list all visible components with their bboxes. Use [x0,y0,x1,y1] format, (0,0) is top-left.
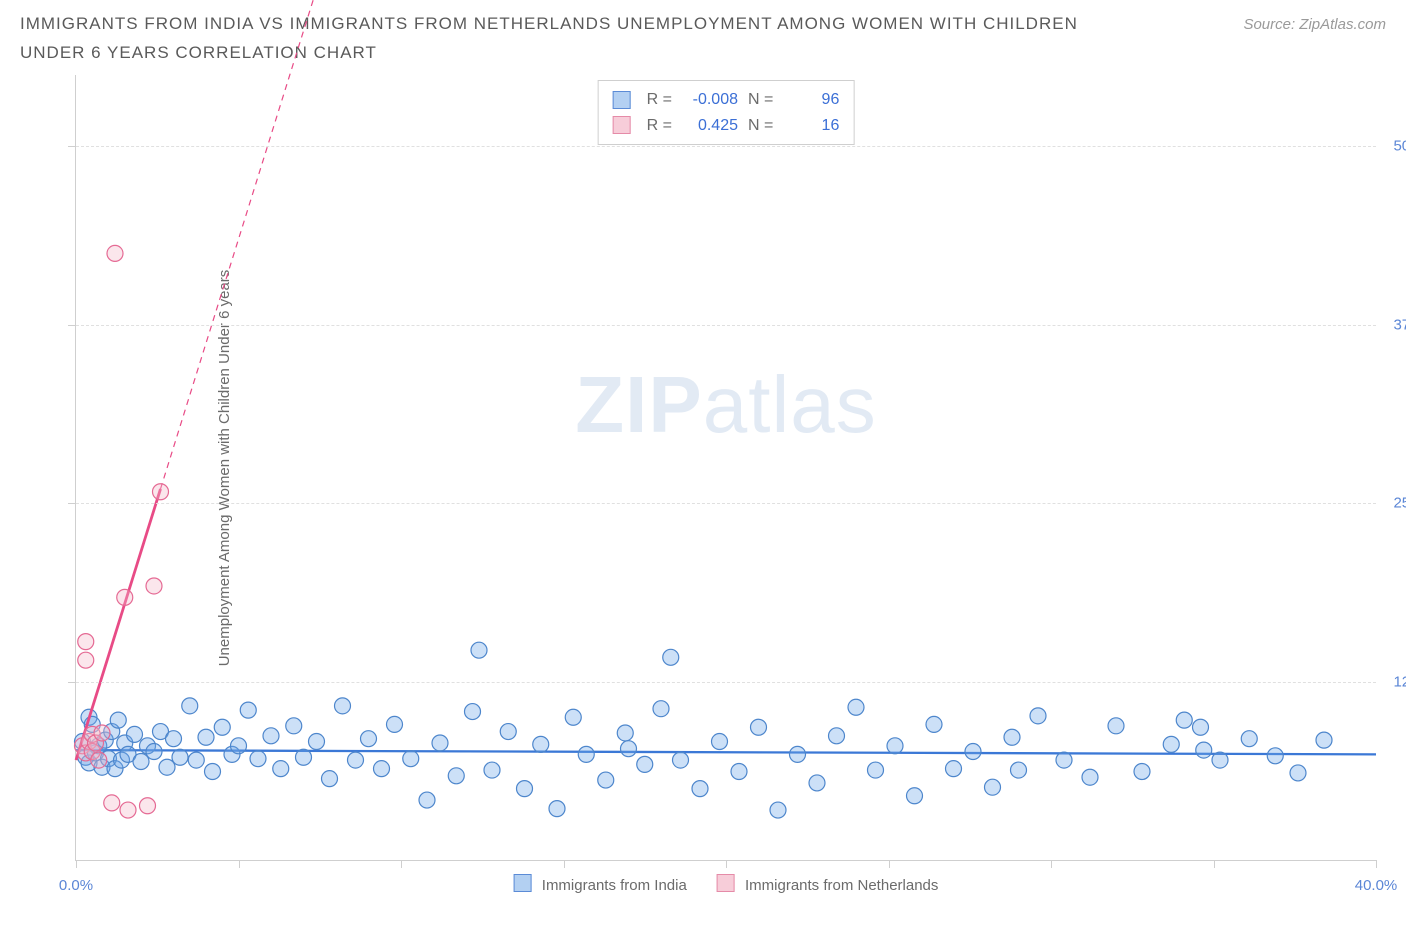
x-tick-label: 0.0% [59,877,93,894]
legend-r-label: R = [647,113,672,139]
source-label: Source: ZipAtlas.com [1243,16,1386,33]
y-tick-label: 37.5% [1393,316,1406,333]
chart-title: IMMIGRANTS FROM INDIA VS IMMIGRANTS FROM… [20,10,1120,68]
y-tick-label: 12.5% [1393,673,1406,690]
swatch-india [613,91,631,109]
y-tick-label: 50.0% [1393,138,1406,155]
legend-n-india: 96 [783,87,839,113]
chart-area: Unemployment Among Women with Children U… [75,75,1376,861]
x-tick-label: 40.0% [1355,877,1398,894]
legend-n-label: N = [748,87,773,113]
legend-item-india: Immigrants from India [514,874,687,894]
legend-item-netherlands: Immigrants from Netherlands [717,874,939,894]
swatch-india-bottom [514,874,532,892]
swatch-netherlands-bottom [717,874,735,892]
legend-r-india: -0.008 [682,87,738,113]
swatch-netherlands [613,116,631,134]
legend-series: Immigrants from India Immigrants from Ne… [514,874,939,894]
header: IMMIGRANTS FROM INDIA VS IMMIGRANTS FROM… [20,10,1386,68]
legend-r-neth: 0.425 [682,113,738,139]
scatter-plot [76,75,1376,860]
legend-n-label: N = [748,113,773,139]
legend-r-label: R = [647,87,672,113]
legend-correlation: R = -0.008 N = 96 R = 0.425 N = 16 [598,80,855,145]
legend-n-neth: 16 [783,113,839,139]
y-tick-label: 25.0% [1393,495,1406,512]
legend-row-netherlands: R = 0.425 N = 16 [613,113,840,139]
legend-row-india: R = -0.008 N = 96 [613,87,840,113]
